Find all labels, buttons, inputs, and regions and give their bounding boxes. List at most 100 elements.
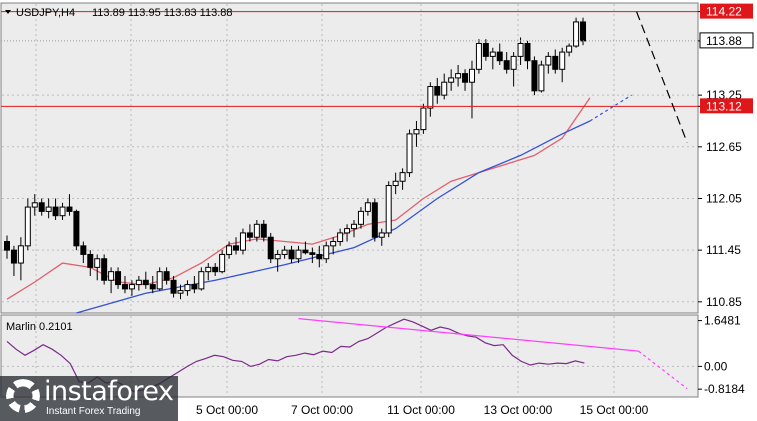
trend-projection-line bbox=[635, 11, 688, 143]
candle-bearish bbox=[142, 279, 149, 286]
candle-bullish bbox=[351, 223, 357, 230]
y-tick-label: 111.45 bbox=[706, 243, 741, 257]
candle-bullish bbox=[198, 271, 205, 290]
marlin-tick-label: 1.6481 bbox=[704, 314, 741, 328]
candle-bullish bbox=[538, 64, 545, 92]
x-tick-label: 11 Oct 00:00 bbox=[387, 403, 455, 417]
candle-bearish bbox=[316, 253, 323, 260]
watermark-logo: instaforex Instant Forex Trading bbox=[0, 376, 178, 421]
candle-bullish bbox=[184, 284, 191, 292]
y-tick-label: 113.12 bbox=[706, 99, 742, 113]
candles bbox=[4, 17, 587, 300]
candle-bearish bbox=[80, 245, 87, 255]
candle-bearish bbox=[552, 55, 559, 70]
candle-bearish bbox=[101, 258, 108, 281]
y-tick-label: 110.85 bbox=[706, 295, 742, 309]
y-tick-label: 113.88 bbox=[706, 34, 742, 48]
candle-bullish bbox=[253, 223, 260, 238]
x-tick-label: 13 Oct 00:00 bbox=[484, 403, 553, 417]
divergence-projection bbox=[638, 350, 688, 390]
price-levels bbox=[1, 11, 698, 107]
candle-bullish bbox=[344, 228, 351, 234]
candle-bullish bbox=[226, 245, 233, 255]
price-pane-background bbox=[0, 2, 699, 314]
candle-bullish bbox=[517, 42, 524, 57]
divergence-line bbox=[298, 318, 639, 352]
candle-bullish bbox=[441, 81, 448, 96]
candle-bullish bbox=[323, 245, 330, 260]
projections bbox=[589, 11, 688, 143]
candle-bearish bbox=[87, 253, 94, 268]
marlin-tick-label: 0.00 bbox=[704, 359, 728, 373]
candle-bullish bbox=[108, 271, 115, 281]
candle-bullish bbox=[455, 73, 462, 79]
candle-bullish bbox=[31, 202, 38, 208]
candle-bullish bbox=[59, 206, 66, 217]
time-axis: 5 Oct 00:00 7 Oct 00:00 11 Oct 00:00 13 Oct… bbox=[196, 403, 649, 417]
price-axis: 114.22113.88113.25113.12112.65112.05111.… bbox=[698, 3, 754, 396]
watermark-name: instaforex bbox=[44, 376, 174, 407]
candle-bearish bbox=[191, 284, 198, 290]
candle-bearish bbox=[73, 210, 80, 247]
candle-bullish bbox=[406, 133, 413, 174]
candle-bearish bbox=[482, 42, 489, 57]
candle-bearish bbox=[149, 284, 156, 290]
level-price-tag bbox=[700, 3, 753, 19]
candle-bearish bbox=[10, 249, 17, 264]
candle-bearish bbox=[309, 252, 316, 255]
candle-bullish bbox=[156, 271, 163, 290]
candle-bearish bbox=[531, 60, 538, 92]
candle-bullish bbox=[364, 202, 371, 212]
candle-bullish bbox=[566, 45, 573, 53]
candle-bullish bbox=[385, 185, 392, 234]
candle-bearish bbox=[4, 241, 10, 251]
candle-bearish bbox=[233, 245, 240, 251]
candle-bullish bbox=[420, 107, 427, 131]
y-tick-label: 114.22 bbox=[706, 5, 742, 19]
candle-bearish bbox=[267, 236, 274, 260]
candle-bullish bbox=[295, 249, 302, 260]
candle-bullish bbox=[559, 51, 566, 70]
candle-bullish bbox=[177, 290, 184, 294]
candle-bearish bbox=[524, 42, 531, 62]
candle-bullish bbox=[357, 210, 364, 225]
candle-bearish bbox=[503, 60, 510, 70]
candle-bullish bbox=[330, 241, 337, 247]
marlin-label: Marlin 0.2101 bbox=[6, 321, 73, 333]
x-tick-label: 7 Oct 00:00 bbox=[291, 403, 353, 417]
candle-bearish bbox=[462, 73, 469, 83]
candle-bearish bbox=[115, 271, 122, 286]
candle-bearish bbox=[212, 266, 219, 273]
candle-bearish bbox=[434, 86, 441, 96]
candle-bullish bbox=[475, 42, 482, 70]
candle-bullish bbox=[448, 77, 455, 83]
candle-bullish bbox=[427, 86, 434, 109]
candle-bullish bbox=[274, 253, 281, 260]
candle-bullish bbox=[219, 253, 226, 273]
y-tick-label: 112.65 bbox=[706, 140, 742, 154]
candle-bullish bbox=[468, 68, 475, 83]
candle-bullish bbox=[378, 232, 385, 238]
candle-bullish bbox=[17, 245, 24, 264]
candle-bearish bbox=[371, 202, 378, 238]
candle-bearish bbox=[302, 249, 309, 254]
instaforex-logo-icon bbox=[6, 379, 40, 413]
candle-bullish bbox=[239, 232, 246, 251]
candle-bullish bbox=[489, 51, 496, 57]
y-tick-label: 112.05 bbox=[706, 191, 742, 205]
current-price-tag bbox=[699, 32, 754, 49]
candle-bearish bbox=[246, 232, 253, 238]
symbol-label: USDJPY,H4 bbox=[16, 7, 75, 19]
candle-bullish bbox=[399, 172, 406, 182]
candle-bearish bbox=[260, 223, 267, 238]
candle-bullish bbox=[545, 55, 552, 66]
symbol-dropdown-icon[interactable] bbox=[5, 10, 11, 14]
candle-bullish bbox=[205, 266, 212, 273]
candle-bullish bbox=[510, 55, 517, 70]
candle-bullish bbox=[392, 180, 399, 187]
candle-bearish bbox=[52, 206, 59, 217]
candle-bullish bbox=[128, 284, 135, 290]
candle-bullish bbox=[135, 279, 142, 286]
marlin-tick-label: -0.8184 bbox=[704, 382, 745, 396]
